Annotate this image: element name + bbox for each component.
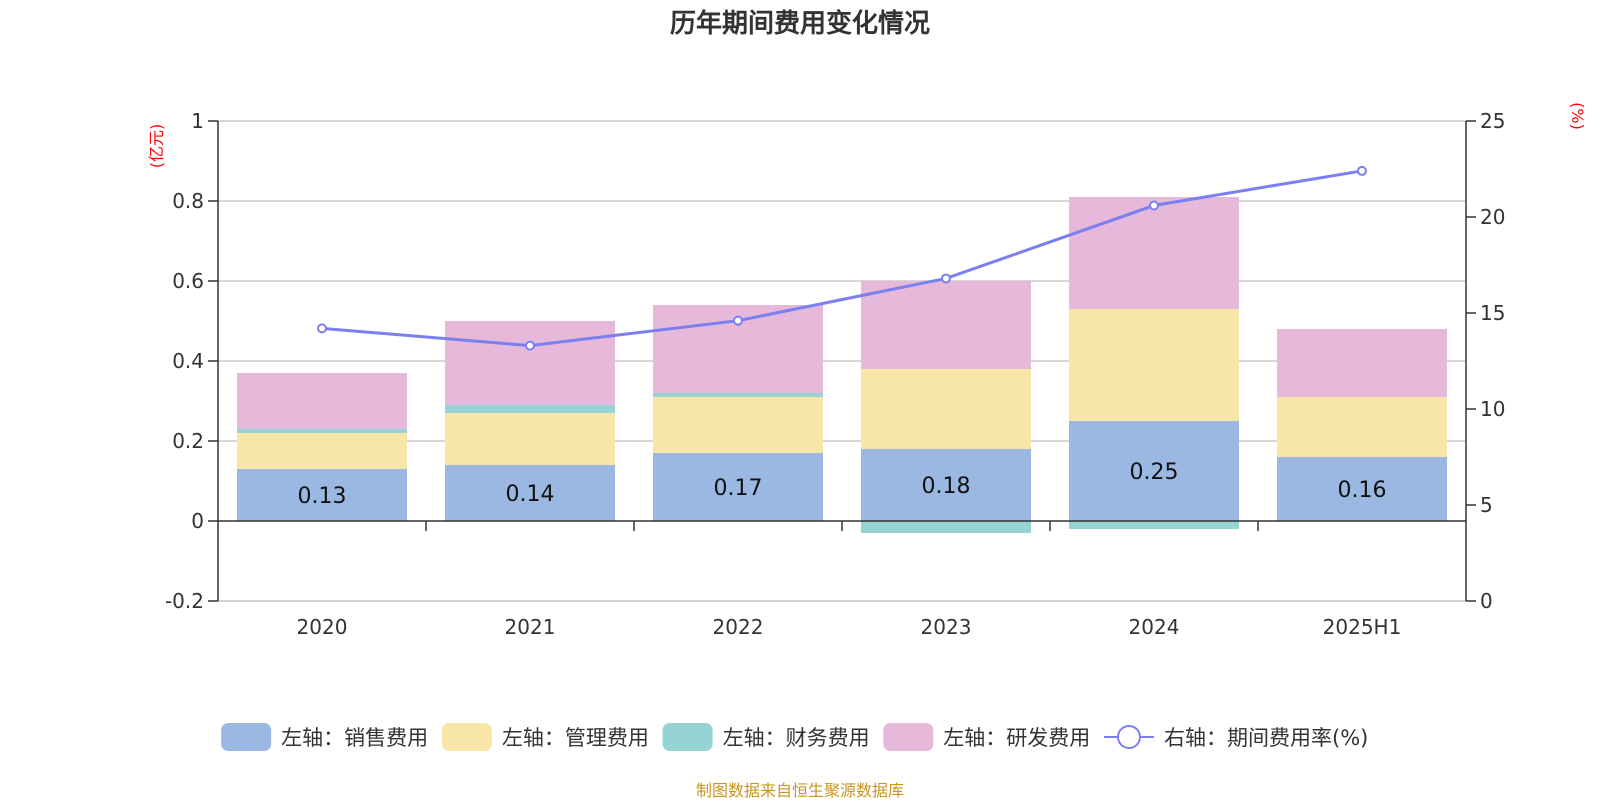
- right-tick-label: 0: [1480, 589, 1493, 613]
- x-tick-label: 2022: [713, 615, 764, 639]
- bar-value-label: 0.18: [922, 474, 971, 499]
- bar-segment: [653, 397, 823, 453]
- bar-segment: [861, 281, 1031, 369]
- left-tick-label: 0.6: [172, 269, 204, 293]
- bar-value-label: 0.13: [298, 484, 347, 509]
- bar-segment: [1277, 457, 1447, 521]
- bar-segment: [237, 469, 407, 521]
- bar-series: [237, 197, 1447, 533]
- x-tick-label: 2024: [1129, 615, 1180, 639]
- rate-point: [317, 323, 327, 334]
- bar-value-label: 0.17: [714, 476, 763, 501]
- legend-label: 左轴：财务费用: [723, 726, 870, 750]
- bar-segment: [861, 369, 1031, 449]
- bar-segment: [861, 521, 1031, 533]
- rate-line: [321, 169, 1363, 348]
- left-tick-label: 0.4: [172, 349, 204, 373]
- legend-swatch: [883, 723, 934, 751]
- bar-segment: [1069, 421, 1239, 521]
- right-tick-label: 15: [1480, 301, 1505, 325]
- left-tick-label: 0.8: [172, 189, 204, 213]
- x-tick-label: 2025H1: [1323, 615, 1402, 639]
- bar-segment: [653, 393, 823, 397]
- bar-segment: [237, 429, 407, 433]
- bar-segment: [445, 413, 615, 465]
- x-tick-label: 2020: [297, 615, 348, 639]
- left-tick-label: -0.2: [165, 589, 204, 613]
- bar-segment: [237, 433, 407, 469]
- grid-lines: [218, 120, 1466, 602]
- rate-point: [525, 340, 535, 351]
- legend-swatch: [221, 723, 272, 751]
- bar-segment: [445, 465, 615, 521]
- legend-label: 右轴：期间费用率(%): [1164, 726, 1368, 750]
- chart-title: 历年期间费用变化情况: [670, 8, 930, 39]
- legend: 左轴：销售费用 左轴：管理费用 左轴：财务费用 左轴：研发费用 右轴：期间费用率(%): [221, 723, 1368, 751]
- bar-labels: 0.13 0.14 0.17 0.18 0.25 0.16: [298, 460, 1387, 509]
- x-tick-label: 2023: [921, 615, 972, 639]
- left-axis-unit: (亿元): [147, 124, 166, 169]
- rate-point: [941, 273, 951, 284]
- bar-segment: [1069, 197, 1239, 309]
- bar-value-label: 0.16: [1338, 478, 1387, 503]
- bar-value-label: 0.14: [506, 482, 555, 507]
- rate-point: [1357, 165, 1367, 176]
- left-tick-label: 0.2: [172, 429, 204, 453]
- bar-segment: [1069, 521, 1239, 529]
- bar-value-label: 0.25: [1130, 460, 1179, 485]
- right-tick-label: 20: [1480, 205, 1505, 229]
- bar-segment: [653, 453, 823, 521]
- legend-label: 左轴：管理费用: [502, 726, 649, 750]
- left-tick-label: 0: [191, 509, 204, 533]
- x-tick-label: 2021: [505, 615, 556, 639]
- right-tick-label: 10: [1480, 397, 1505, 421]
- bar-segment: [237, 373, 407, 429]
- legend-label: 左轴：研发费用: [943, 726, 1090, 750]
- bar-segment: [1069, 309, 1239, 421]
- legend-swatch: [662, 723, 713, 751]
- legend-swatch-marker: [1117, 725, 1142, 749]
- right-tick-label: 25: [1480, 109, 1505, 133]
- right-axis-unit: (%): [1568, 102, 1587, 130]
- bar-segment: [1277, 329, 1447, 397]
- source-note: 制图数据来自恒生聚源数据库: [696, 781, 904, 800]
- rate-point: [733, 315, 743, 326]
- rate-point: [1149, 200, 1159, 211]
- bar-segment: [445, 405, 615, 413]
- right-tick-label: 5: [1480, 493, 1493, 517]
- bar-segment: [861, 449, 1031, 521]
- legend-swatch: [441, 723, 492, 751]
- left-tick-label: 1: [191, 109, 204, 133]
- line-series: [317, 165, 1367, 351]
- bar-segment: [1277, 397, 1447, 457]
- legend-label: 左轴：销售费用: [281, 726, 428, 750]
- bar-segment: [445, 321, 615, 405]
